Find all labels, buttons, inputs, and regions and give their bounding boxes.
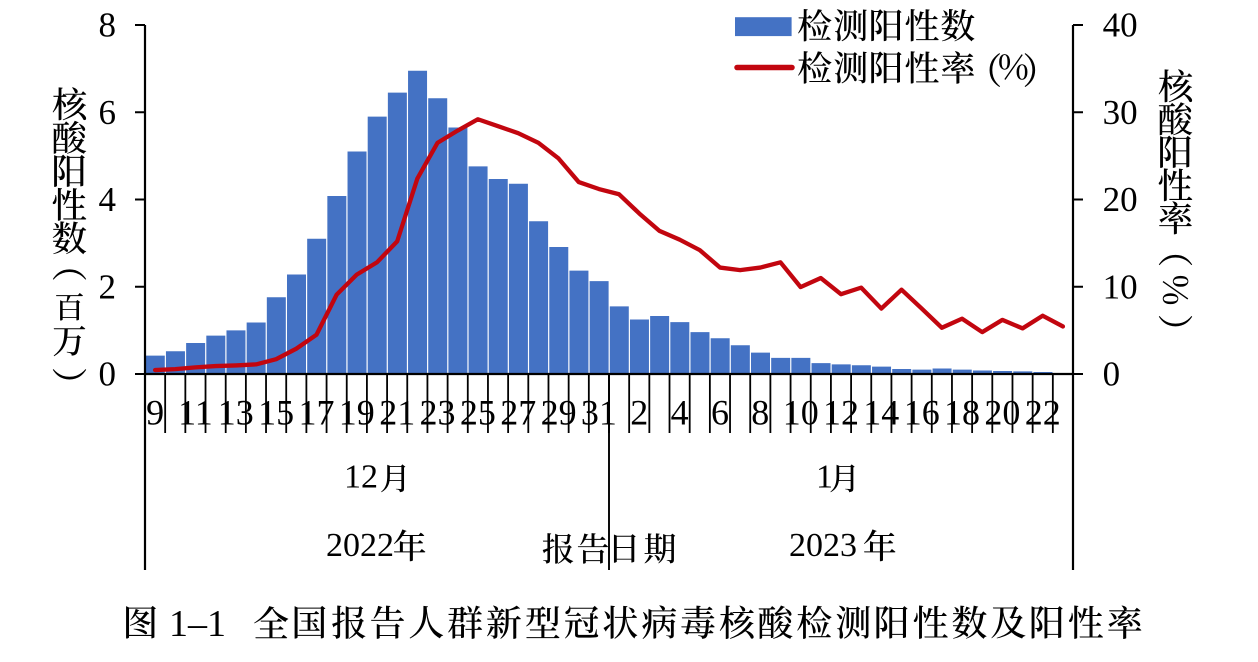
svg-text:6: 6 bbox=[711, 393, 729, 433]
svg-text:40: 40 bbox=[1103, 6, 1138, 45]
svg-text:30: 30 bbox=[1103, 93, 1138, 132]
svg-text:19: 19 bbox=[339, 393, 375, 433]
svg-text:10: 10 bbox=[783, 393, 819, 433]
svg-text:20: 20 bbox=[1103, 180, 1138, 219]
svg-text:1: 1 bbox=[816, 458, 833, 495]
svg-text:0: 0 bbox=[1103, 355, 1121, 394]
svg-text:13: 13 bbox=[218, 393, 254, 433]
svg-text:2: 2 bbox=[99, 267, 117, 306]
svg-text:25: 25 bbox=[460, 393, 496, 433]
svg-text:2: 2 bbox=[630, 393, 648, 433]
svg-text:1–1: 1–1 bbox=[169, 603, 226, 645]
svg-text:16: 16 bbox=[904, 393, 940, 433]
svg-text:0: 0 bbox=[99, 355, 117, 394]
svg-text:11: 11 bbox=[178, 393, 213, 433]
svg-text:22: 22 bbox=[1025, 393, 1061, 433]
svg-text:12: 12 bbox=[344, 458, 378, 495]
svg-text:9: 9 bbox=[146, 393, 164, 433]
svg-text:2022: 2022 bbox=[326, 527, 394, 564]
svg-text:18: 18 bbox=[944, 393, 980, 433]
svg-text:4: 4 bbox=[671, 393, 689, 433]
svg-text:14: 14 bbox=[863, 393, 899, 433]
svg-text:20: 20 bbox=[984, 393, 1020, 433]
svg-text:2023: 2023 bbox=[789, 527, 857, 564]
svg-text:23: 23 bbox=[420, 393, 456, 433]
svg-text:31: 31 bbox=[581, 393, 617, 433]
svg-text:8: 8 bbox=[99, 6, 117, 45]
svg-text:27: 27 bbox=[500, 393, 536, 433]
svg-text:15: 15 bbox=[258, 393, 294, 433]
svg-text:8: 8 bbox=[751, 393, 769, 433]
svg-text:10: 10 bbox=[1103, 267, 1138, 306]
svg-text:21: 21 bbox=[379, 393, 415, 433]
svg-text:6: 6 bbox=[99, 93, 117, 132]
svg-text:12: 12 bbox=[823, 393, 859, 433]
svg-text:29: 29 bbox=[541, 393, 577, 433]
svg-text:4: 4 bbox=[99, 180, 117, 219]
svg-text:17: 17 bbox=[299, 393, 335, 433]
